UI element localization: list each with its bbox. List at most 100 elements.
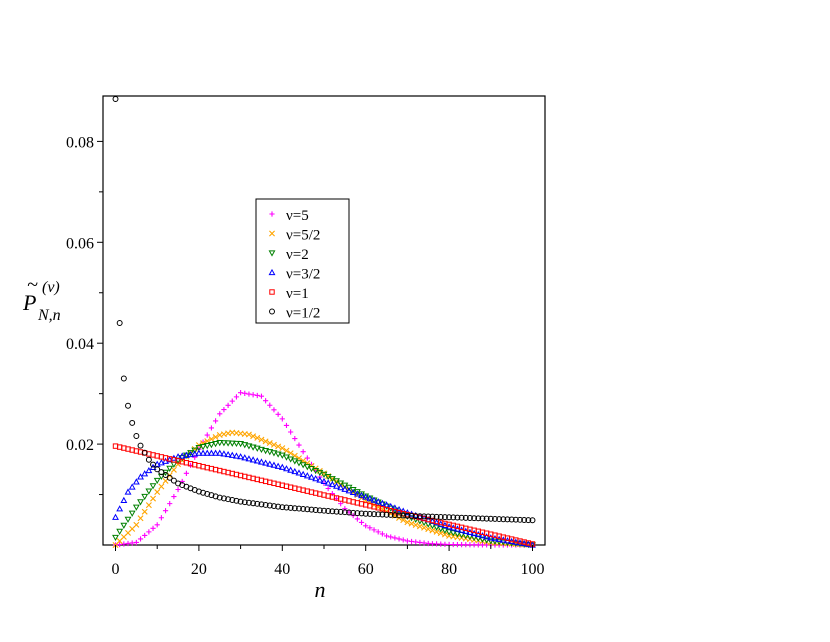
series-6-point (362, 510, 369, 517)
series-6-point (508, 516, 515, 523)
series-1-point (292, 435, 298, 442)
series-6-point (233, 497, 240, 504)
series-6-point (258, 501, 265, 508)
series-2-point (266, 440, 273, 447)
series-4-point (366, 495, 374, 502)
series-4-point (216, 449, 224, 456)
series-3 (112, 440, 536, 549)
series-2-point (416, 523, 423, 530)
y-tick-label: 0.06 (66, 235, 94, 252)
series-4-point (291, 467, 299, 475)
series-3-point (166, 465, 174, 472)
series-6-point (479, 515, 486, 522)
series-4-point (132, 478, 140, 485)
series-6-point (337, 508, 344, 515)
series-3-point (191, 447, 199, 454)
series-4-point (295, 469, 303, 476)
series-4-point (466, 528, 474, 535)
series-6-point (517, 516, 523, 523)
series-2-point (429, 527, 436, 534)
series-4-point (358, 491, 365, 499)
series-6-point (521, 517, 528, 523)
series-4-point (470, 529, 478, 537)
series-6-point (437, 513, 444, 520)
series-6-point (458, 514, 465, 521)
series-2-point (437, 530, 444, 537)
series-4-point (433, 518, 441, 526)
series-6-point (391, 512, 398, 519)
series-4-point (245, 455, 253, 462)
series-6-point (496, 516, 503, 523)
series-6-point (229, 497, 236, 503)
series-3-point (441, 527, 449, 534)
series-1-point (133, 539, 139, 546)
series-4-point (141, 470, 149, 477)
series-4-point (207, 449, 215, 456)
series-4-point (483, 533, 491, 540)
series-1-point (283, 422, 290, 429)
series-4-point (349, 488, 357, 495)
series-6-point (162, 472, 169, 478)
series-6-point (446, 514, 453, 521)
series-2-point (270, 441, 277, 448)
series-3-point (237, 441, 245, 448)
series-4-point (524, 540, 532, 547)
series-6-point (512, 516, 519, 523)
series-1-point (217, 411, 223, 417)
series-6-point (129, 419, 136, 426)
series-4-point (374, 498, 382, 505)
series-4-point (278, 463, 286, 470)
series-1-point (246, 391, 252, 397)
series-3-point (270, 450, 278, 457)
series-4-point (287, 466, 295, 473)
axes: 0 20 40 60 80 100 0.02 0.04 0.06 0.08 (66, 134, 544, 578)
series-1-point (279, 416, 285, 422)
series-4-point (258, 458, 265, 465)
series-4-point (316, 476, 324, 483)
series-4-point (128, 483, 136, 490)
series-4-point (516, 539, 524, 546)
series-3-point (128, 510, 136, 517)
legend-marker (269, 308, 275, 315)
series-4-point (124, 488, 132, 495)
series-2-point (408, 520, 415, 527)
series-2-point (400, 517, 407, 524)
series-6-point (145, 456, 152, 463)
series-4-point (341, 485, 349, 492)
legend-label: ν=1 (286, 286, 309, 302)
series-6-point (333, 508, 340, 515)
y-axis-label-superscript: (ν) (42, 279, 60, 296)
series-3-point (253, 445, 261, 452)
legend-marker (268, 268, 276, 276)
series-4-point (495, 535, 503, 542)
series-1-point (379, 531, 385, 537)
series-6-point (141, 449, 148, 456)
series-6-point (245, 499, 252, 506)
legend-item: ν=2 (268, 247, 309, 263)
series-6-point (283, 504, 290, 511)
legend-label: ν=5/2 (286, 228, 320, 244)
legend-item: ν=3/2 (268, 267, 320, 283)
series-6-point (483, 515, 490, 522)
legend-item: ν=1/2 (269, 306, 320, 322)
series-1-point (267, 402, 273, 408)
series-3-point (262, 447, 270, 455)
series-2-point (262, 438, 269, 445)
series-2-point (245, 431, 252, 438)
x-tick-label: 100 (520, 561, 544, 578)
series-4-point (266, 460, 274, 467)
series-6-point (316, 507, 323, 514)
series-6-point (379, 511, 386, 518)
series-3-point (232, 440, 240, 448)
series-1-point (167, 501, 173, 507)
series-3-point (249, 444, 257, 451)
series-6-point (154, 466, 161, 473)
legend-marker (268, 250, 276, 257)
series-6-point (371, 511, 378, 518)
series-1-point (183, 470, 189, 476)
series-2-point (279, 445, 286, 452)
series-6-point (421, 513, 428, 520)
series-1-point (171, 493, 177, 500)
legend-label: ν=2 (286, 247, 309, 263)
series-4-point (274, 462, 282, 469)
